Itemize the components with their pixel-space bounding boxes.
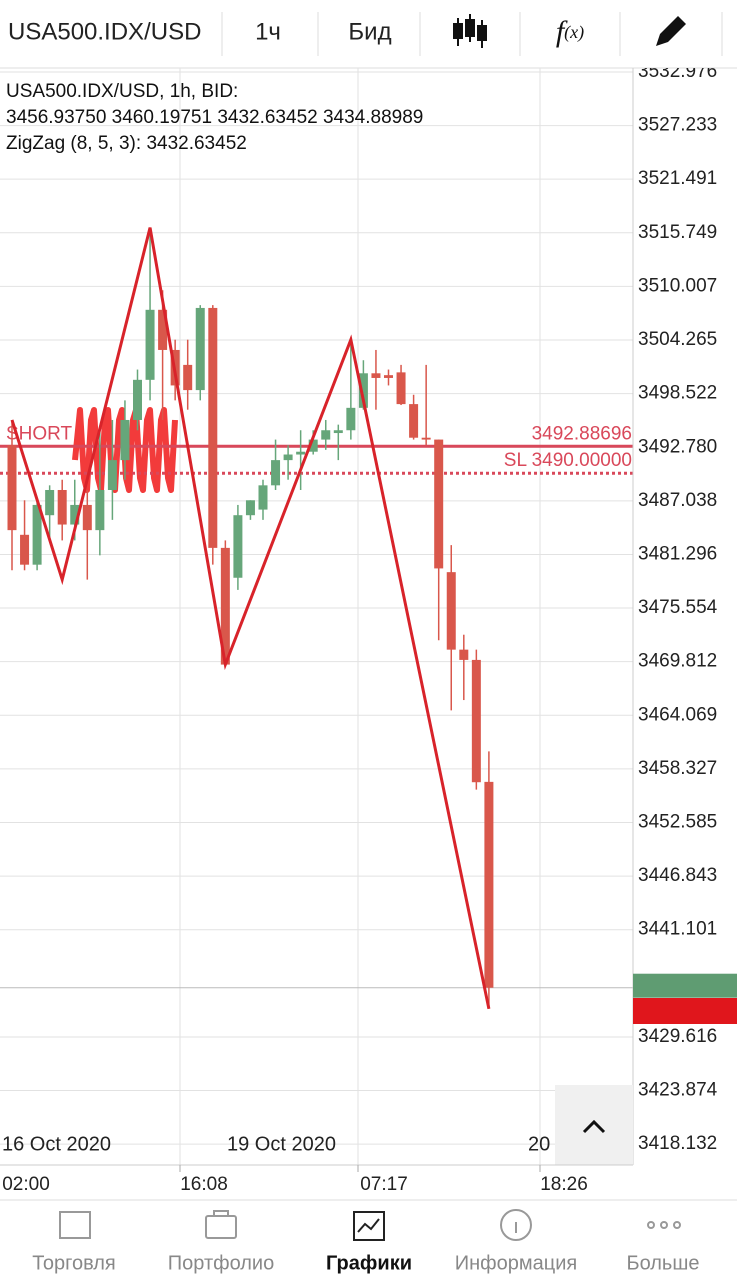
y-tick-label: 3527.233 <box>638 115 717 136</box>
date-label: 16 Oct 2020 <box>2 1133 111 1155</box>
date-label: 19 Oct 2020 <box>227 1133 336 1155</box>
candle-body <box>183 364 193 391</box>
nav-label[interactable]: Информация <box>455 1252 577 1274</box>
nav-label[interactable]: Торговля <box>32 1252 116 1274</box>
toolbar <box>0 0 737 68</box>
y-tick-label: 3418.132 <box>638 1133 717 1154</box>
nav-label[interactable]: Графики <box>326 1252 412 1274</box>
candle-body <box>258 485 268 510</box>
zigzag <box>10 227 491 1010</box>
info-line: USA500.IDX/USD, 1h, BID: <box>6 81 238 102</box>
candle-body <box>120 419 130 461</box>
candle-body <box>145 309 155 380</box>
y-tick-label: 3423.874 <box>638 1080 718 1101</box>
candle-body <box>32 504 42 565</box>
candle-body <box>95 489 105 531</box>
nav-label[interactable]: Больше <box>626 1252 699 1274</box>
candle-body <box>434 439 444 569</box>
y-tick-label: 3532.976 <box>638 61 717 82</box>
low-box <box>633 998 737 1024</box>
period[interactable]: 1ч <box>255 18 281 45</box>
candle-body <box>220 547 230 665</box>
y-tick-label: 3492.780 <box>638 436 717 457</box>
candle-body <box>484 781 494 988</box>
short-label: SHORT <box>6 423 73 444</box>
nav-icons <box>59 1209 681 1241</box>
candle-body <box>283 454 293 461</box>
y-tick-label: 3429.616 <box>638 1026 717 1047</box>
candle-body <box>20 534 30 565</box>
candle-body <box>371 373 381 378</box>
y-tick-label: 3515.749 <box>638 222 717 243</box>
candle-body <box>133 379 142 420</box>
candle-body <box>57 489 67 525</box>
candle-body <box>308 439 318 452</box>
candle-body <box>421 437 431 440</box>
candle-body <box>107 460 117 490</box>
draw-icon[interactable] <box>656 16 686 46</box>
scroll-icon <box>582 1119 606 1134</box>
candle-body <box>45 489 55 516</box>
candle-body <box>333 430 343 434</box>
price-type[interactable]: Бид <box>348 18 391 45</box>
candle-body <box>158 309 168 350</box>
candle-body <box>195 307 205 391</box>
candle-body <box>245 500 255 516</box>
candle-body <box>346 407 356 431</box>
candle-body <box>233 515 243 578</box>
candle-body <box>82 504 92 531</box>
candle-body <box>459 649 469 660</box>
time-label: 16:08 <box>180 1174 228 1195</box>
candle-body <box>271 460 281 486</box>
y-tick-label: 3475.554 <box>638 597 718 618</box>
y-tick-label: 3481.296 <box>638 543 717 564</box>
y-tick-label: 3446.843 <box>638 865 717 886</box>
y-tick-label: 3458.327 <box>638 758 717 779</box>
y-tick-label: 3498.522 <box>638 383 717 404</box>
candle-body <box>358 373 368 408</box>
y-tick-label: 3464.069 <box>638 704 717 725</box>
candle-body <box>384 375 393 378</box>
chart-type-icon[interactable] <box>453 14 487 48</box>
candle-body <box>70 504 80 525</box>
candle-body <box>409 404 419 438</box>
sl-label: SL 3490.00000 <box>504 450 632 471</box>
candle-body <box>208 307 218 548</box>
candle-body <box>321 430 331 440</box>
y-tick-label: 3521.491 <box>638 168 717 189</box>
info-line: 3456.93750 3460.19751 3432.63452 3434.88… <box>6 107 423 128</box>
candle-body <box>471 659 481 783</box>
info-line: ZigZag (8, 5, 3): 3432.63452 <box>6 133 247 154</box>
time-label: 02:00 <box>2 1174 50 1195</box>
candle-body <box>296 451 306 455</box>
candle-body <box>396 372 406 405</box>
annotation-scribble <box>72 407 178 493</box>
y-tick-label: 3469.812 <box>638 651 717 672</box>
scroll-button[interactable] <box>555 1085 633 1165</box>
y-tick-label: 3441.101 <box>638 919 717 940</box>
nav-label[interactable]: Портфолио <box>168 1252 274 1274</box>
bid-box <box>633 973 737 998</box>
short-price: 3492.88696 <box>532 423 632 444</box>
time-label: 07:17 <box>360 1174 408 1195</box>
candle-body <box>7 445 17 531</box>
y-tick-label: 3504.265 <box>638 329 717 350</box>
plot: SHORT 3492.88696 SL 3490.00000 16 Oct 2020 1… <box>0 68 633 1165</box>
y-tick-label: 3487.038 <box>638 490 717 511</box>
symbol[interactable]: USA500.IDX/USD <box>8 18 201 45</box>
y-tick-label: 3510.007 <box>638 275 717 296</box>
candle-body <box>446 572 456 650</box>
time-label: 18:26 <box>540 1174 588 1195</box>
y-tick-label: 3452.585 <box>638 812 717 833</box>
